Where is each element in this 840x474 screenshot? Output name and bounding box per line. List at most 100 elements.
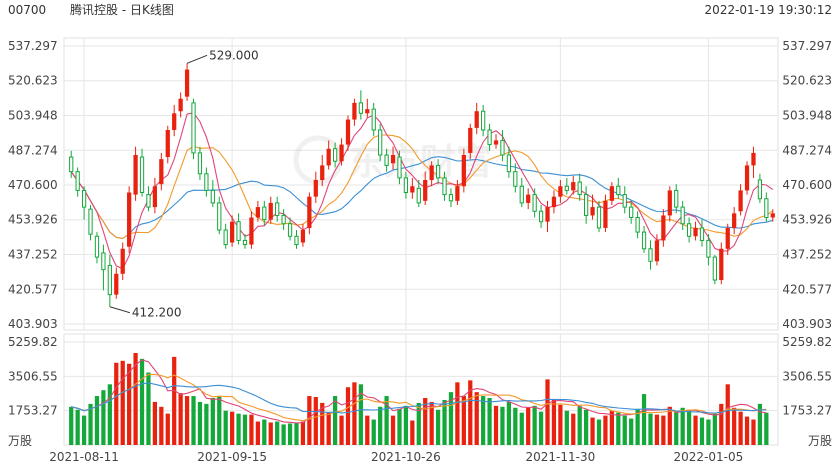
volume-bar <box>352 382 357 445</box>
candle-body <box>410 186 415 193</box>
volume-bar <box>133 352 138 445</box>
volume-bar <box>609 410 614 445</box>
volume-bar <box>500 406 505 445</box>
candle-body <box>487 129 492 146</box>
candle-body <box>178 98 183 112</box>
candle-body <box>448 194 454 202</box>
candle-body <box>635 217 640 233</box>
volume-bar <box>223 410 228 445</box>
candle-body <box>706 239 711 258</box>
volume-bar <box>69 406 74 445</box>
candle-body <box>500 139 505 156</box>
candle-body <box>699 227 705 241</box>
candle-body <box>88 208 93 235</box>
volume-bar <box>159 406 164 445</box>
candle-body <box>551 196 557 208</box>
candle-body <box>493 140 499 145</box>
volume-bar <box>120 360 125 445</box>
candle-body <box>69 156 74 173</box>
volume-bar <box>165 413 170 445</box>
volume-ma5-line <box>71 359 767 424</box>
volume-bar <box>564 410 569 445</box>
volume-bar <box>378 406 383 445</box>
volume-bar <box>764 412 769 445</box>
volume-bar <box>249 414 254 445</box>
candle-body <box>686 223 692 237</box>
candle-body <box>352 102 357 120</box>
date-tick-label: 2022-01-05 <box>674 450 744 464</box>
volume-bar <box>732 407 737 445</box>
candle-body <box>133 154 138 195</box>
candle-body <box>416 187 421 204</box>
candle-body <box>526 194 531 203</box>
volume-panel-frame <box>63 333 779 446</box>
candle-body <box>719 248 724 281</box>
volume-bar <box>674 411 679 445</box>
volume-bar <box>204 403 209 445</box>
candle-body <box>275 202 280 216</box>
volume-bar <box>146 372 151 445</box>
volume-bar <box>210 398 215 445</box>
candle-body <box>423 179 428 201</box>
candle-body <box>519 185 524 204</box>
volume-bar <box>397 408 402 445</box>
volume-bar <box>197 401 203 445</box>
volume-bar <box>551 399 557 445</box>
volume-unit-left: 万股 <box>8 434 32 448</box>
price-tick-label-right: 403.903 <box>782 317 832 331</box>
date-tick-label: 2021-09-15 <box>197 450 267 464</box>
candle-body <box>94 235 100 258</box>
volume-bar <box>230 411 235 445</box>
candle-body <box>236 221 241 241</box>
volume-bar <box>287 423 293 445</box>
price-tick-label-left: 487.274 <box>8 143 58 157</box>
volume-bar <box>654 414 660 445</box>
candle-body <box>738 190 743 212</box>
volume-bar <box>712 413 717 445</box>
volume-bar <box>455 382 460 445</box>
price-tick-label-left: 503.948 <box>8 109 58 123</box>
candle-body <box>693 227 698 237</box>
candle-body <box>603 200 608 228</box>
candle-body <box>609 186 614 201</box>
candle-body <box>435 164 441 179</box>
candle-body <box>127 192 132 247</box>
volume-bar <box>107 384 112 445</box>
price-tick-label-right: 420.577 <box>782 282 832 296</box>
volume-bar <box>94 396 100 445</box>
candle-body <box>307 196 312 228</box>
candle-body <box>468 127 473 153</box>
volume-bar <box>307 396 312 445</box>
candle-body <box>506 154 512 173</box>
volume-unit-right: 万股 <box>808 434 832 448</box>
header-datetime: 2022-01-19 19:30:12 <box>705 3 832 17</box>
price-tick-label-left: 537.297 <box>8 39 58 53</box>
candle-body <box>165 129 170 158</box>
candle-body <box>667 190 672 216</box>
candle-body <box>532 194 537 212</box>
candle-body <box>764 198 769 219</box>
volume-bar <box>365 415 370 445</box>
volume-bar <box>584 409 589 445</box>
candle-body <box>249 217 254 245</box>
candle-body <box>751 152 756 166</box>
volume-bar <box>326 412 331 445</box>
volume-bar <box>448 392 454 445</box>
volume-bar <box>332 396 338 445</box>
volume-bar <box>242 414 248 445</box>
candle-body <box>538 210 544 223</box>
date-tick-label: 2021-08-11 <box>49 450 119 464</box>
volume-bar <box>596 419 602 445</box>
candle-body <box>397 156 402 179</box>
stock-code: 00700 <box>8 3 46 17</box>
candle-body <box>378 129 383 156</box>
candle-body <box>191 102 196 154</box>
volume-bar <box>468 380 473 445</box>
price-tick-label-left: 470.600 <box>8 178 58 192</box>
volume-bar <box>513 407 518 445</box>
candle-body <box>712 256 717 281</box>
candle-body <box>455 186 460 201</box>
candle-body <box>577 181 582 196</box>
price-tick-label-right: 470.600 <box>782 178 832 192</box>
volume-bar <box>300 421 306 445</box>
